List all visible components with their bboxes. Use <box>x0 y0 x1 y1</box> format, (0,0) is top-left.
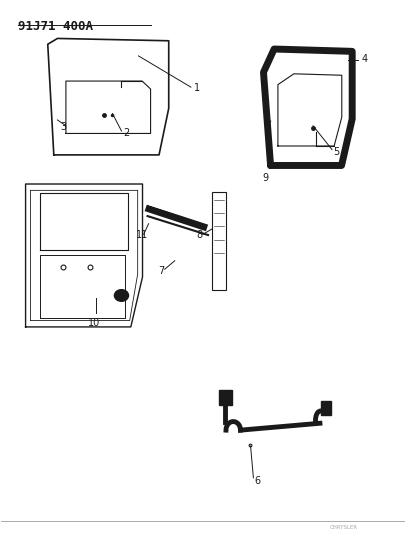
Bar <box>320 400 330 415</box>
Text: 9: 9 <box>262 173 268 183</box>
Text: 3: 3 <box>60 123 66 132</box>
Text: 8: 8 <box>196 230 202 240</box>
Text: 7: 7 <box>158 266 164 276</box>
Text: 6: 6 <box>254 477 260 487</box>
Ellipse shape <box>114 289 128 301</box>
Text: 10: 10 <box>87 318 100 328</box>
Text: 1: 1 <box>194 83 200 93</box>
Text: 4: 4 <box>360 53 367 63</box>
Text: CHRYSLER: CHRYSLER <box>329 526 357 530</box>
Text: 5: 5 <box>333 147 339 157</box>
Text: 11: 11 <box>135 230 147 240</box>
Text: 2: 2 <box>123 128 129 138</box>
Bar <box>218 391 231 405</box>
Text: 91J71 400A: 91J71 400A <box>17 20 92 33</box>
Bar <box>211 192 226 290</box>
